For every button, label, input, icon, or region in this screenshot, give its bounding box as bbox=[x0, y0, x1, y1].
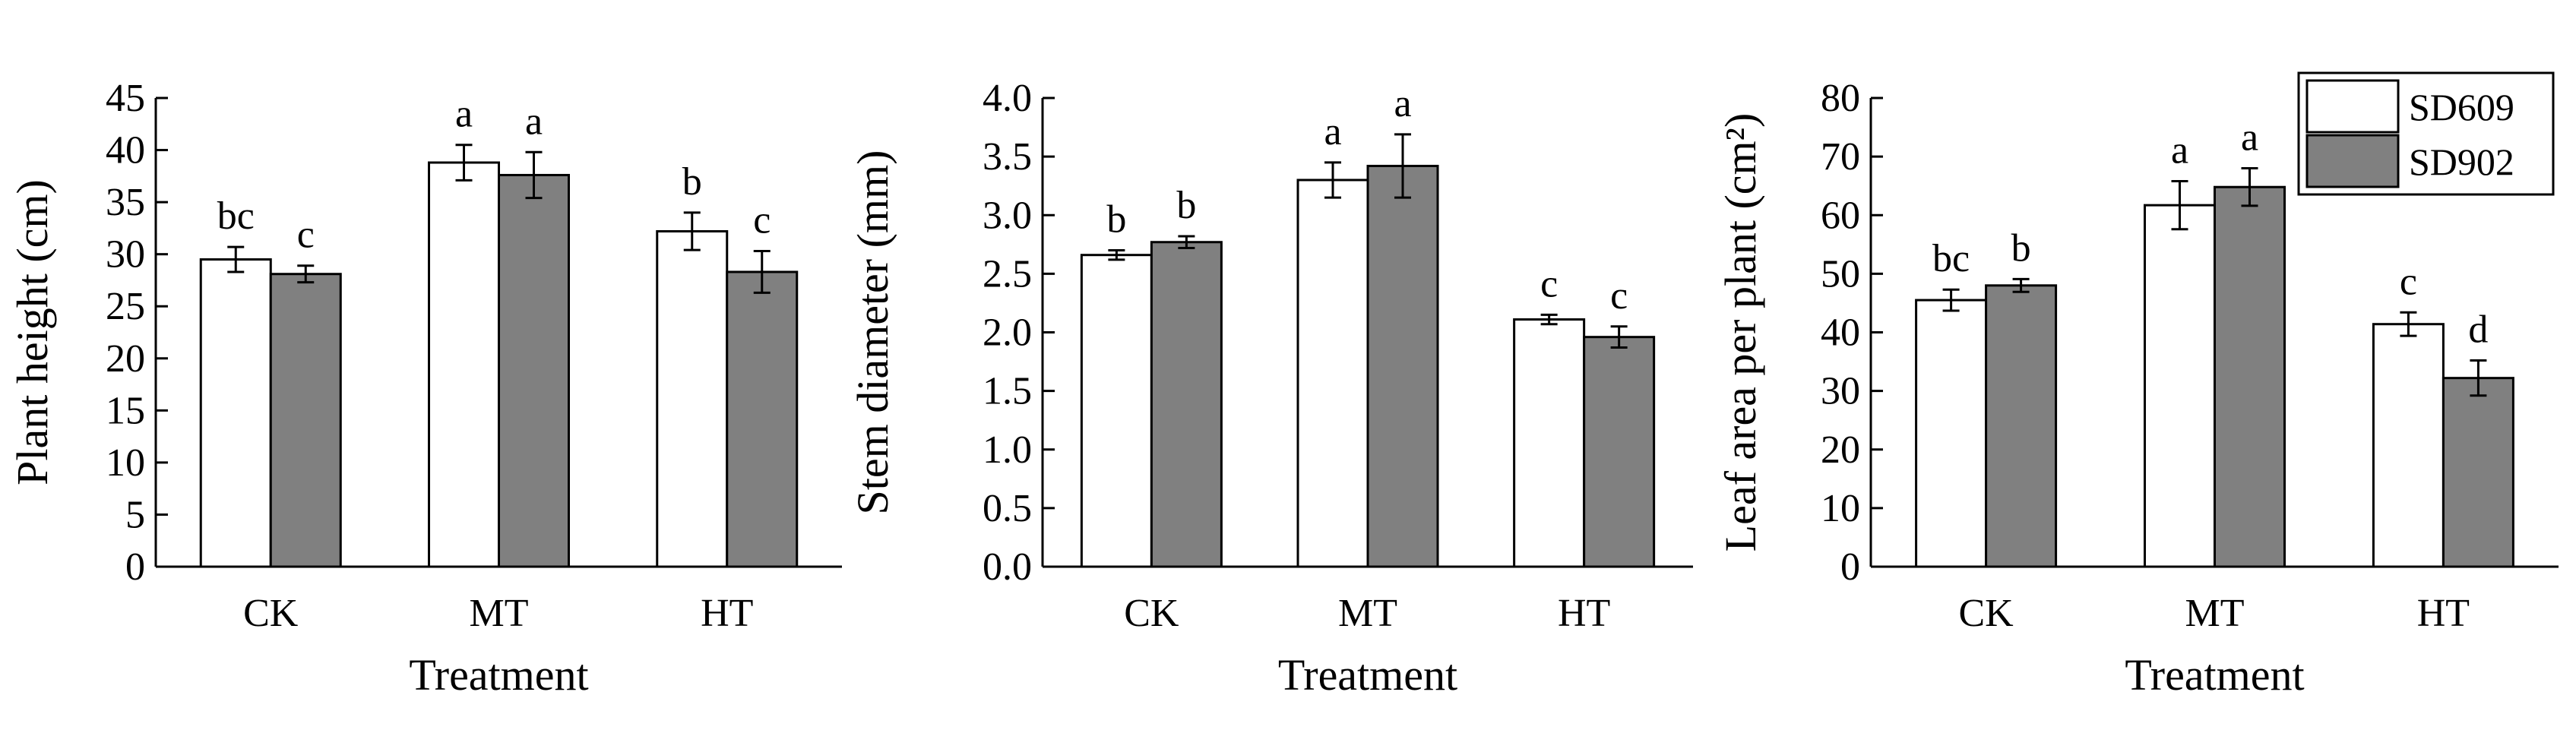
x-axis-title: Treatment bbox=[409, 650, 588, 700]
y-tick-label: 1.0 bbox=[983, 428, 1032, 472]
bar-sd609 bbox=[1296, 179, 1369, 568]
significance-label: a bbox=[2241, 116, 2258, 160]
bar-sd902 bbox=[2214, 185, 2286, 568]
y-tick-label: 15 bbox=[106, 389, 145, 432]
bar-sd609 bbox=[2372, 323, 2445, 568]
y-tick-label: 60 bbox=[1821, 194, 1860, 237]
bar-sd609 bbox=[656, 230, 729, 568]
significance-label: a bbox=[525, 100, 543, 143]
significance-label: b bbox=[1106, 198, 1126, 242]
y-tick-label: 3.5 bbox=[983, 135, 1032, 179]
y-tick-label: 45 bbox=[106, 77, 145, 120]
bar-sd609 bbox=[1080, 254, 1153, 568]
significance-label: a bbox=[1394, 82, 1411, 125]
significance-label: a bbox=[1324, 110, 1341, 153]
y-axis-title: Stem diameter (mm) bbox=[848, 150, 897, 515]
bar-sd902 bbox=[726, 270, 799, 568]
y-tick-label: 70 bbox=[1821, 135, 1860, 179]
significance-label: b bbox=[2011, 226, 2031, 270]
bar-sd902 bbox=[269, 273, 342, 568]
bar-sd609 bbox=[1915, 299, 1988, 568]
x-tick-label: CK bbox=[1958, 592, 2014, 635]
significance-label: d bbox=[2468, 308, 2488, 352]
chart-panel-2: 0.0 0.5 1.0 1.5 2.0 2.5 3.0 3.5 4.0 Stem diameter… bbox=[848, 77, 1693, 700]
significance-label: c bbox=[1610, 274, 1628, 318]
significance-label: bc bbox=[1932, 237, 1970, 280]
y-tick-label: 80 bbox=[1821, 77, 1860, 120]
y-tick-label: 30 bbox=[1821, 370, 1860, 413]
x-tick-label: MT bbox=[2185, 592, 2245, 635]
bar-sd902 bbox=[1583, 336, 1656, 568]
y-tick-label: 4.0 bbox=[983, 77, 1032, 120]
y-tick-label: 40 bbox=[106, 129, 145, 172]
legend-label-sd609: SD609 bbox=[2409, 86, 2514, 128]
significance-label: c bbox=[1540, 262, 1558, 305]
significance-label: c bbox=[297, 213, 315, 257]
y-tick-label: 0 bbox=[125, 545, 145, 589]
significance-label: b bbox=[682, 160, 702, 204]
y-tick-label: 10 bbox=[106, 441, 145, 485]
legend-swatch-sd609 bbox=[2305, 79, 2400, 134]
significance-label: a bbox=[455, 93, 473, 136]
bar-sd902 bbox=[1985, 284, 2058, 568]
y-tick-label: 20 bbox=[106, 337, 145, 381]
x-tick-label: MT bbox=[470, 592, 529, 635]
y-tick-label: 5 bbox=[125, 493, 145, 536]
bar-sd609 bbox=[2144, 204, 2216, 568]
y-tick-label: 20 bbox=[1821, 428, 1860, 472]
y-tick-label: 35 bbox=[106, 181, 145, 224]
y-tick-label: 30 bbox=[106, 233, 145, 277]
bar-sd609 bbox=[199, 258, 272, 568]
x-axis-title: Treatment bbox=[2125, 650, 2304, 700]
legend-swatch-sd902 bbox=[2305, 134, 2400, 188]
significance-label: b bbox=[1176, 184, 1196, 227]
y-axis-title: Plant height (cm) bbox=[8, 179, 57, 485]
y-tick-label: 25 bbox=[106, 285, 145, 328]
x-axis-title: Treatment bbox=[1278, 650, 1457, 700]
significance-label: bc bbox=[217, 194, 255, 238]
y-tick-label: 0.0 bbox=[983, 545, 1032, 589]
legend: SD609 SD902 bbox=[2297, 71, 2555, 196]
bar-sd609 bbox=[1513, 318, 1586, 568]
significance-label: a bbox=[2171, 129, 2188, 172]
x-tick-label: CK bbox=[243, 592, 299, 635]
x-tick-label: MT bbox=[1338, 592, 1397, 635]
bar-sd902 bbox=[2442, 377, 2514, 568]
significance-label: c bbox=[2400, 260, 2417, 303]
x-tick-label: HT bbox=[2417, 592, 2470, 635]
bar-sd902 bbox=[1366, 164, 1439, 568]
y-tick-label: 2.5 bbox=[983, 252, 1032, 295]
chart-panel-1: 0 5 10 15 20 25 30 35 40 45 Plant height (cm) Treat… bbox=[8, 77, 842, 700]
significance-label: c bbox=[753, 199, 771, 242]
y-tick-label: 3.0 bbox=[983, 194, 1032, 237]
y-tick-label: 10 bbox=[1821, 487, 1860, 530]
chart-panel-3: 0 10 20 30 40 50 60 70 80 Leaf area per plant (cm… bbox=[1716, 77, 2559, 700]
x-tick-label: HT bbox=[1558, 592, 1610, 635]
y-tick-label: 0 bbox=[1840, 545, 1860, 589]
y-tick-label: 0.5 bbox=[983, 487, 1032, 530]
y-tick-label: 50 bbox=[1821, 252, 1860, 295]
bar-sd609 bbox=[428, 161, 500, 568]
x-tick-label: CK bbox=[1124, 592, 1179, 635]
bar-sd902 bbox=[1150, 241, 1223, 568]
y-axis-title: Leaf area per plant (cm²) bbox=[1716, 113, 1765, 552]
bar-sd902 bbox=[498, 173, 570, 568]
y-tick-label: 1.5 bbox=[983, 370, 1032, 413]
legend-label-sd902: SD902 bbox=[2409, 141, 2514, 183]
x-tick-label: HT bbox=[701, 592, 753, 635]
y-tick-label: 40 bbox=[1821, 311, 1860, 355]
y-tick-label: 2.0 bbox=[983, 311, 1032, 355]
